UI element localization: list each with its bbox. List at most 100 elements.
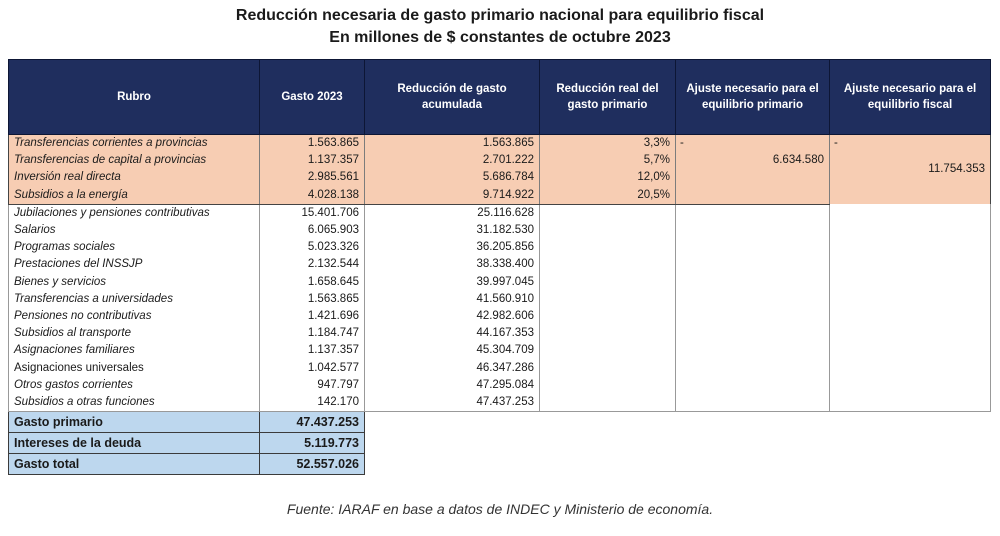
- gasto-cell: 4.028.138: [259, 186, 365, 205]
- empty-cell: [675, 307, 830, 326]
- table-row: Transferencias de capital a provincias 1…: [8, 152, 991, 170]
- row-label: Asignaciones universales: [8, 359, 260, 377]
- empty-cell: [829, 342, 991, 360]
- gasto-cell: 6.065.903: [259, 221, 365, 240]
- header-gasto: Gasto 2023: [259, 59, 365, 135]
- row-label: Transferencias a universidades: [8, 290, 260, 308]
- acumulada-cell: 5.686.784: [364, 169, 540, 187]
- empty-cell: [539, 307, 676, 326]
- ajuste-fiscal-cell: - 11.754.353: [829, 134, 991, 205]
- empty-cell: [539, 359, 676, 377]
- gasto-cell: 5.023.326: [259, 239, 365, 257]
- empty-cell: [829, 393, 991, 412]
- table-row: Subsidios a la energía 4.028.138 9.714.9…: [8, 186, 991, 205]
- empty-cell: [829, 290, 991, 308]
- table-row: Subsidios al transporte 1.184.747 44.167…: [8, 325, 991, 343]
- empty-cell: [675, 186, 830, 205]
- empty-cell: [829, 376, 991, 394]
- total-value: 47.437.253: [259, 411, 365, 433]
- real-cell: 5,7%: [539, 152, 676, 170]
- acumulada-cell: 41.560.910: [364, 290, 540, 308]
- row-label: Salarios: [8, 221, 260, 240]
- gasto-cell: 1.042.577: [259, 359, 365, 377]
- empty-cell: [539, 342, 676, 360]
- table-row: Otros gastos corrientes 947.797 47.295.0…: [8, 376, 991, 394]
- table-row: Subsidios a otras funciones 142.170 47.4…: [8, 393, 991, 412]
- total-label: Gasto primario: [8, 411, 260, 433]
- table-row: Salarios 6.065.903 31.182.530: [8, 221, 991, 240]
- row-label: Programas sociales: [8, 239, 260, 257]
- acumulada-cell: 9.714.922: [364, 186, 540, 205]
- ajuste-fiscal-dash: -: [834, 137, 838, 149]
- header-row: Rubro Gasto 2023 Reducción de gasto acum…: [8, 59, 991, 135]
- acumulada-cell: 1.563.865: [364, 134, 540, 153]
- empty-cell: [675, 239, 830, 257]
- empty-cell: [829, 221, 991, 240]
- acumulada-cell: 45.304.709: [364, 342, 540, 360]
- real-cell: 12,0%: [539, 169, 676, 187]
- gasto-cell: 1.137.357: [259, 342, 365, 360]
- table-title: Reducción necesaria de gasto primario na…: [235, 7, 765, 24]
- acumulada-cell: 46.347.286: [364, 359, 540, 377]
- total-value: 52.557.026: [259, 453, 365, 475]
- empty-cell: [675, 204, 830, 222]
- gasto-cell: 15.401.706: [259, 204, 365, 222]
- total-row: Gasto primario 47.437.253: [8, 411, 991, 433]
- row-label: Jubilaciones y pensiones contributivas: [8, 204, 260, 222]
- empty-cell: [539, 256, 676, 274]
- gasto-cell: 947.797: [259, 376, 365, 394]
- empty-cell: [364, 453, 991, 475]
- empty-cell: [539, 239, 676, 257]
- row-label: Prestaciones del INSSJP: [8, 256, 260, 274]
- header-reduccion-acumulada: Reducción de gasto acumulada: [364, 59, 540, 135]
- table-row: Pensiones no contributivas 1.421.696 42.…: [8, 307, 991, 326]
- table-row: Inversión real directa 2.985.561 5.686.7…: [8, 169, 991, 187]
- header-ajuste-primario: Ajuste necesario para el equilibrio prim…: [675, 59, 830, 135]
- empty-cell: [829, 273, 991, 291]
- gasto-cell: 1.184.747: [259, 325, 365, 343]
- empty-cell: [829, 239, 991, 257]
- empty-cell: [829, 325, 991, 343]
- row-label: Pensiones no contributivas: [8, 307, 260, 326]
- empty-cell: [539, 290, 676, 308]
- table-row: Prestaciones del INSSJP 2.132.544 38.338…: [8, 256, 991, 274]
- total-row: Gasto total 52.557.026: [8, 453, 991, 475]
- total-label: Gasto total: [8, 453, 260, 475]
- table-row: Asignaciones universales 1.042.577 46.34…: [8, 359, 991, 377]
- gasto-cell: 1.563.865: [259, 134, 365, 153]
- gasto-cell: 1.563.865: [259, 290, 365, 308]
- empty-cell: [675, 221, 830, 240]
- row-label: Subsidios a la energía: [8, 186, 260, 205]
- ajuste-fiscal-value: 11.754.353: [928, 163, 985, 176]
- header-ajuste-fiscal: Ajuste necesario para el equilibrio fisc…: [829, 59, 991, 135]
- total-row: Intereses de la deuda 5.119.773: [8, 432, 991, 454]
- table-row: Bienes y servicios 1.658.645 39.997.045: [8, 273, 991, 291]
- source-note: Fuente: IARAF en base a datos de INDEC y…: [286, 501, 714, 517]
- acumulada-cell: 25.116.628: [364, 204, 540, 222]
- real-cell: 3,3%: [539, 134, 676, 153]
- acumulada-cell: 47.295.084: [364, 376, 540, 394]
- empty-cell: [675, 376, 830, 394]
- empty-cell: [829, 359, 991, 377]
- ajuste-primario-cell: - 6.634.580: [675, 133, 830, 187]
- empty-cell: [675, 359, 830, 377]
- row-label: Subsidios al transporte: [8, 325, 260, 343]
- table-row: Transferencias a universidades 1.563.865…: [8, 290, 991, 308]
- total-value: 5.119.773: [259, 432, 365, 454]
- row-label: Transferencias de capital a provincias: [8, 152, 260, 170]
- row-label: Subsidios a otras funciones: [8, 393, 260, 412]
- empty-cell: [675, 342, 830, 360]
- row-label: Asignaciones familiares: [8, 342, 260, 360]
- acumulada-cell: 44.167.353: [364, 325, 540, 343]
- table-subtitle: En millones de $ constantes de octubre 2…: [329, 29, 671, 46]
- acumulada-cell: 2.701.222: [364, 152, 540, 170]
- empty-cell: [539, 376, 676, 394]
- row-label: Inversión real directa: [8, 169, 260, 187]
- header-rubro: Rubro: [8, 59, 260, 135]
- acumulada-cell: 36.205.856: [364, 239, 540, 257]
- empty-cell: [539, 204, 676, 222]
- real-cell: 20,5%: [539, 186, 676, 205]
- empty-cell: [829, 204, 991, 222]
- empty-cell: [675, 393, 830, 412]
- empty-cell: [364, 411, 991, 433]
